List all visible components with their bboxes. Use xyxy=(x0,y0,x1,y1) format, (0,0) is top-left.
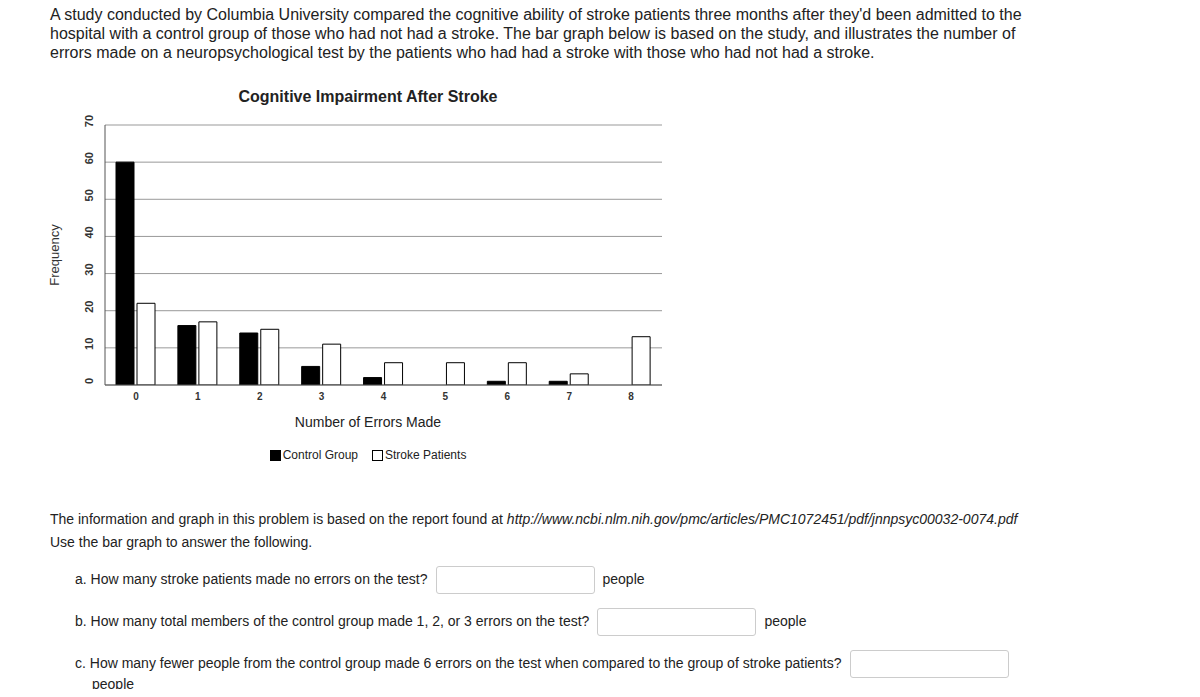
svg-text:2: 2 xyxy=(257,391,263,402)
svg-text:70: 70 xyxy=(83,115,95,127)
svg-text:Frequency: Frequency xyxy=(48,224,62,286)
svg-text:3: 3 xyxy=(319,391,325,402)
svg-text:0: 0 xyxy=(133,391,139,402)
html-text:Number of Errors Made: Number of Errors Made xyxy=(294,414,442,430)
svg-text:0: 0 xyxy=(83,378,95,384)
svg-text:8: 8 xyxy=(628,391,634,402)
html-text:Cognitive Impairment After Str: Cognitive Impairment After Stroke xyxy=(238,88,498,105)
html-text:b. How many total members of t: b. How many total members of the control… xyxy=(75,612,590,629)
svg-text:6: 6 xyxy=(504,391,510,402)
svg-text:10: 10 xyxy=(83,338,95,350)
html-text:a. How many stroke patients ma: a. How many stroke patients made no erro… xyxy=(75,570,428,587)
html-text:The information and graph in t: The information and graph in this proble… xyxy=(50,511,1018,527)
html-text:people: people xyxy=(602,570,645,587)
html-text:Use the bar graph to answer th: Use the bar graph to answer the followin… xyxy=(50,534,313,550)
svg-text:1: 1 xyxy=(195,391,201,402)
html-text:c. How many fewer people from: c. How many fewer people from the contro… xyxy=(75,654,842,671)
html-text:Control Group: Control Group xyxy=(282,448,358,462)
html-text:people: people xyxy=(764,612,807,629)
svg-text:4: 4 xyxy=(381,391,387,402)
svg-text:7: 7 xyxy=(566,391,572,402)
svg-text:50: 50 xyxy=(83,189,95,201)
svg-text:60: 60 xyxy=(83,152,95,164)
html-text:Stroke Patients: Stroke Patients xyxy=(385,448,467,462)
svg-text:40: 40 xyxy=(83,226,95,238)
svg-text:5: 5 xyxy=(443,391,449,402)
svg-text:30: 30 xyxy=(83,263,95,275)
svg-text:20: 20 xyxy=(83,301,95,313)
